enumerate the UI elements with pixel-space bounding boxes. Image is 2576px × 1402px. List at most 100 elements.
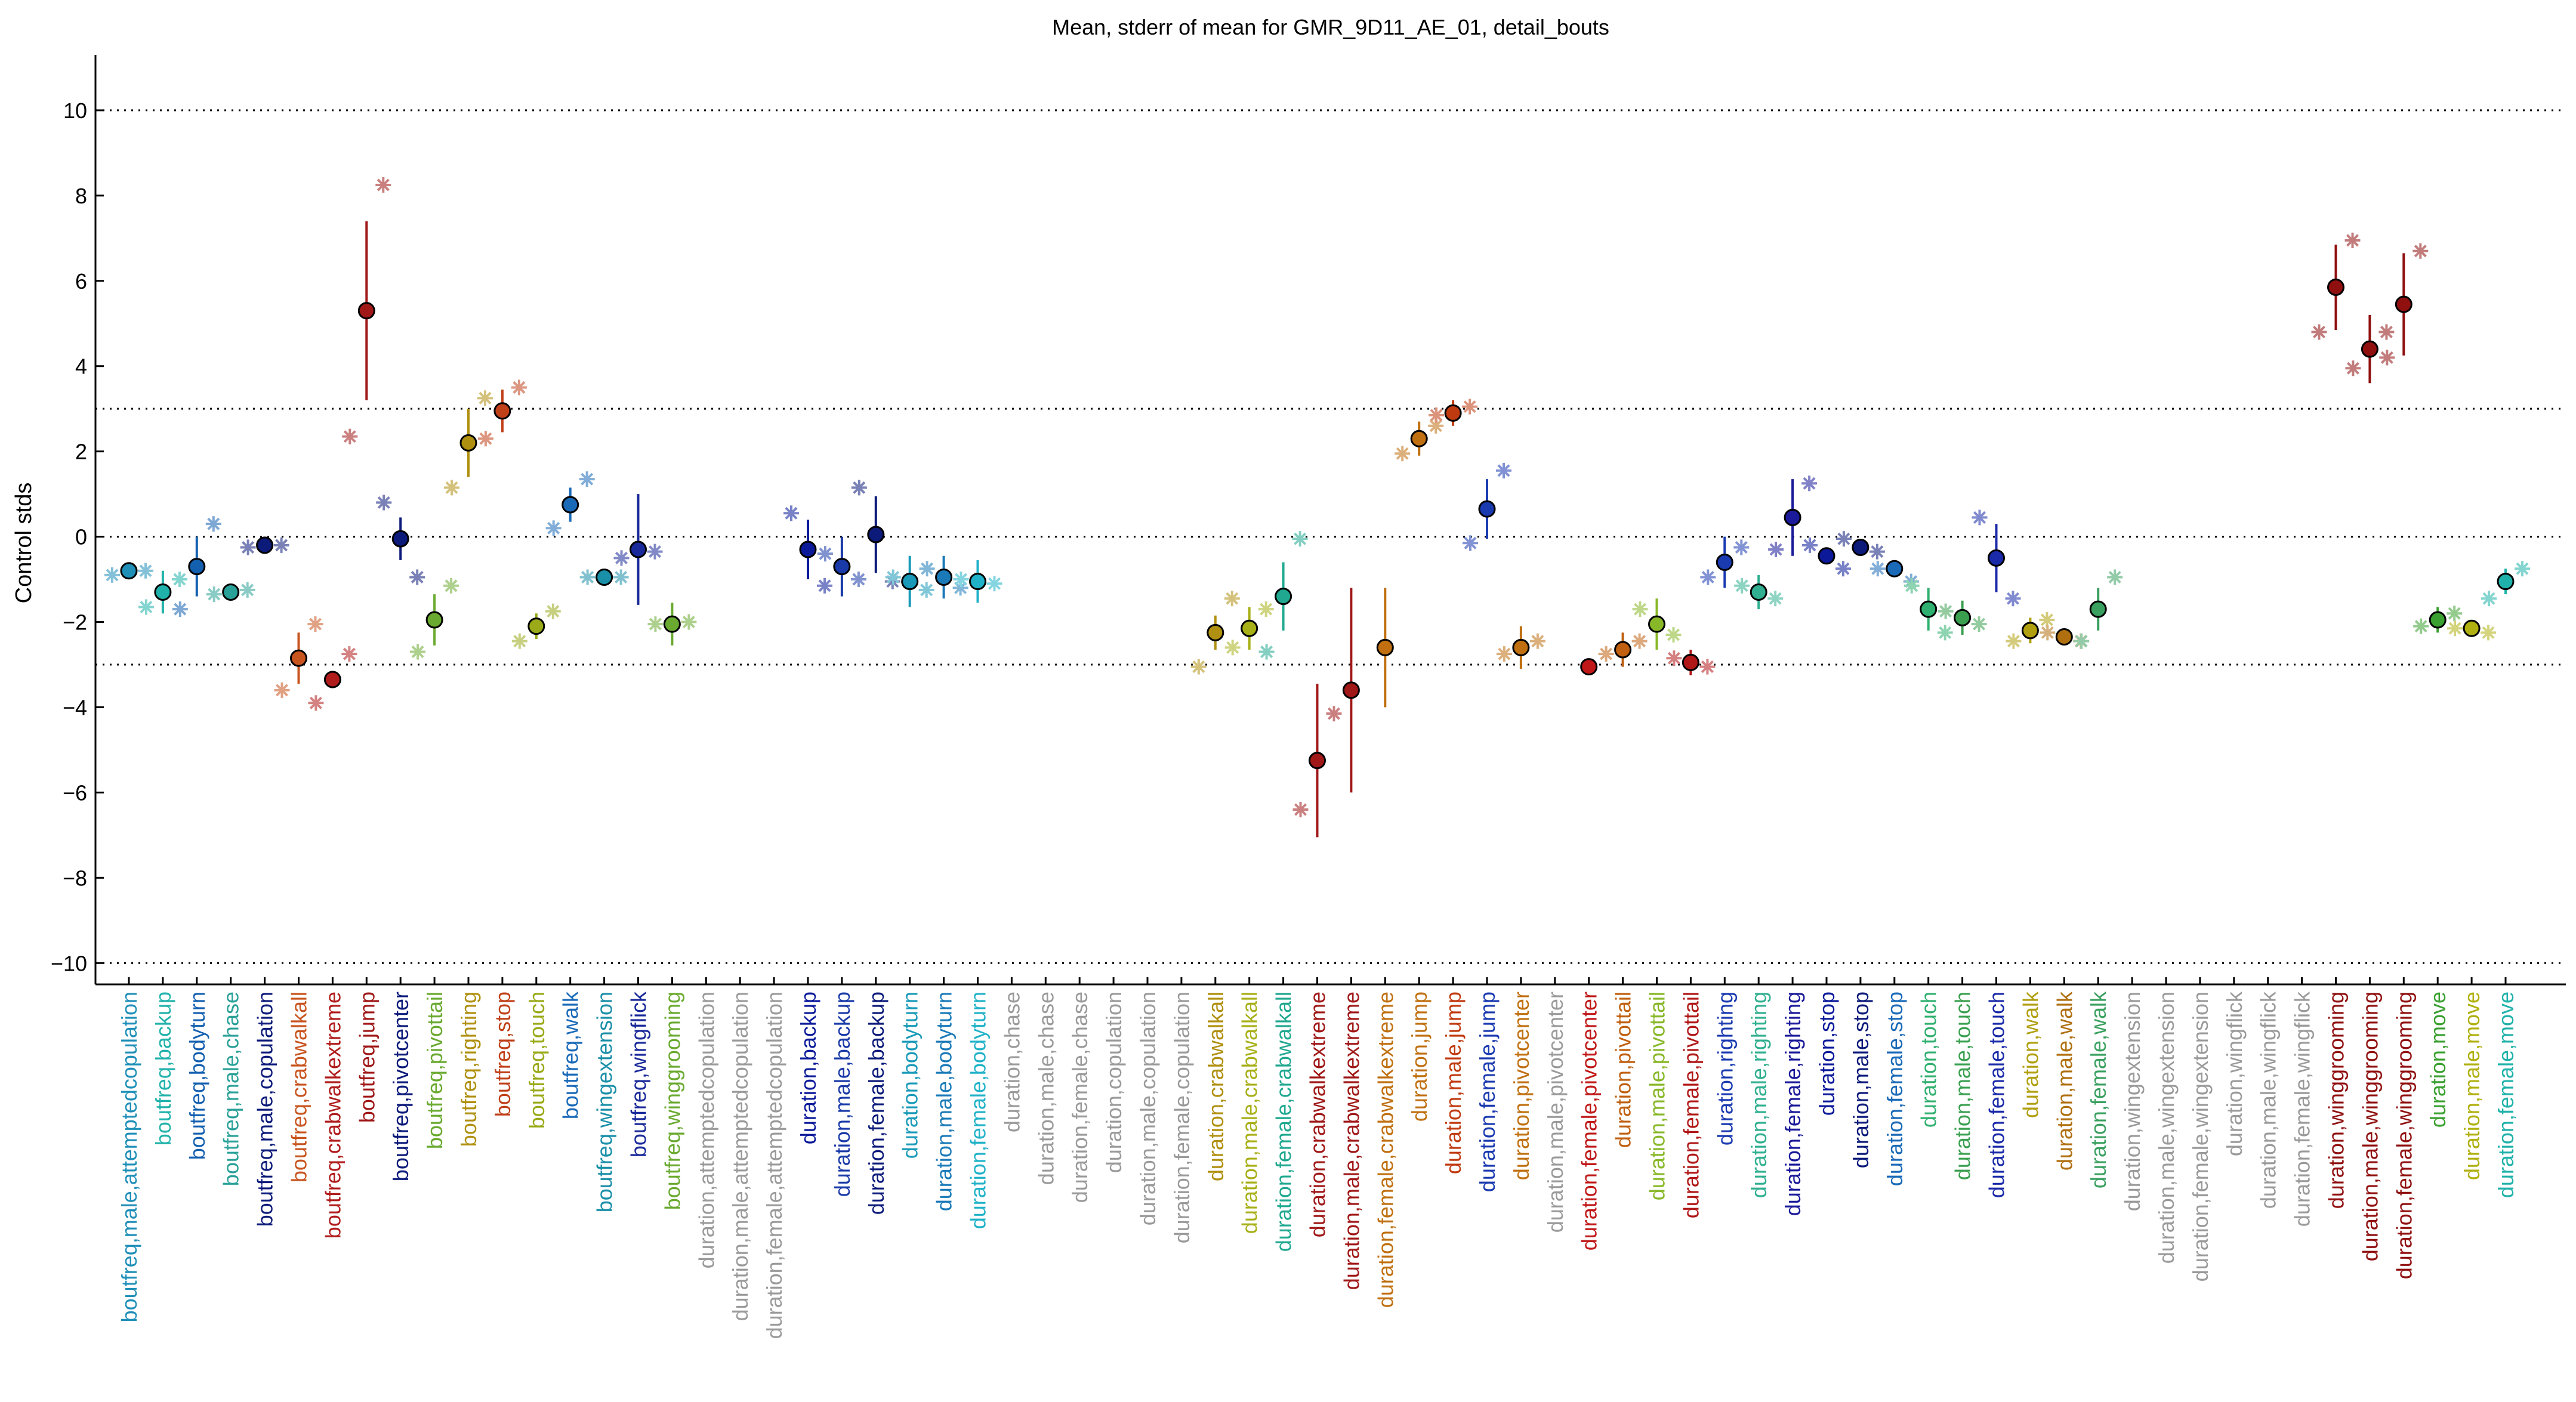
individual-point xyxy=(1972,509,1988,526)
individual-point xyxy=(1937,625,1953,641)
individual-point xyxy=(307,616,323,632)
mean-marker xyxy=(290,649,307,667)
asterisk-stroke xyxy=(2346,362,2359,375)
individual-point xyxy=(681,614,697,630)
x-tick-label: duration,male,crabwalkall xyxy=(1238,992,1262,1234)
mean-marker xyxy=(2089,600,2107,618)
asterisk-stroke xyxy=(2041,626,2054,639)
y-tick-label: 8 xyxy=(75,184,87,208)
mean-marker xyxy=(1682,653,1699,671)
asterisk-stroke xyxy=(1871,545,1884,558)
x-tick-label: duration,female,righting xyxy=(1781,992,1805,1216)
x-tick-label: boutfreq,touch xyxy=(525,992,549,1129)
asterisk-stroke xyxy=(581,570,594,583)
chart-title: Mean, stderr of mean for GMR_9D11_AE_01,… xyxy=(1052,15,1609,39)
asterisk-stroke xyxy=(2108,570,2121,583)
asterisk-stroke xyxy=(343,430,356,443)
individual-point xyxy=(1699,659,1716,675)
mean-marker xyxy=(256,536,274,554)
individual-point xyxy=(104,567,120,583)
asterisk-stroke xyxy=(1294,532,1307,545)
individual-point xyxy=(1224,591,1240,607)
asterisk-stroke xyxy=(2075,635,2088,648)
asterisk-stroke xyxy=(377,178,390,192)
y-tick-label: 2 xyxy=(75,440,87,464)
asterisk-stroke xyxy=(106,569,119,582)
asterisk-stroke xyxy=(343,647,356,660)
individual-point xyxy=(1258,644,1275,660)
x-tick-label: duration,male,jump xyxy=(1441,992,1466,1174)
asterisk-stroke xyxy=(411,570,424,583)
x-tick-label: boutfreq,male,attemptedcopulation xyxy=(117,992,141,1322)
individual-point xyxy=(2447,606,2463,622)
asterisk-stroke xyxy=(2380,326,2393,339)
x-tick-label: boutfreq,jump xyxy=(354,992,379,1123)
asterisk-stroke xyxy=(1463,400,1476,413)
individual-point xyxy=(1631,633,1648,649)
mean-marker xyxy=(459,434,477,452)
mean-marker xyxy=(799,541,817,558)
individual-point xyxy=(477,431,493,447)
y-tick-label: −8 xyxy=(63,866,87,890)
x-tick-label: duration,jump xyxy=(1407,992,1432,1122)
mean-marker xyxy=(1648,615,1665,633)
x-tick-label: duration,female,attemptedcopulation xyxy=(762,992,786,1339)
individual-point xyxy=(783,505,799,521)
asterisk-stroke xyxy=(411,646,424,659)
individual-point xyxy=(477,390,493,406)
mean-marker xyxy=(1410,430,1428,447)
individual-point xyxy=(613,569,629,585)
individual-point xyxy=(206,586,222,603)
x-tick-label: duration,pivottail xyxy=(1611,992,1636,1148)
asterisk-stroke xyxy=(649,617,662,631)
individual-point xyxy=(171,572,187,588)
individual-point xyxy=(443,578,459,594)
individual-point xyxy=(1463,535,1478,551)
individual-point xyxy=(579,569,596,585)
individual-point xyxy=(1292,531,1308,547)
asterisk-stroke xyxy=(1973,617,1986,631)
individual-point xyxy=(2107,569,2123,585)
individual-point xyxy=(885,569,901,585)
individual-point xyxy=(2379,350,2395,366)
individual-point xyxy=(851,480,867,496)
individual-point xyxy=(1971,616,1987,632)
asterisk-stroke xyxy=(2380,351,2393,364)
individual-point xyxy=(2006,633,2022,649)
asterisk-stroke xyxy=(1464,536,1477,549)
y-tick-label: 6 xyxy=(75,269,87,294)
asterisk-stroke xyxy=(2482,592,2495,605)
x-tick-label: boutfreq,stop xyxy=(490,992,515,1117)
asterisk-stroke xyxy=(207,517,220,530)
x-tick-label: duration,wingflick xyxy=(2222,991,2247,1156)
asterisk-stroke xyxy=(445,579,458,592)
y-tick-label: −6 xyxy=(63,780,87,805)
individual-point xyxy=(410,644,426,660)
mean-marker xyxy=(1920,600,1938,618)
x-axis-category-labels: boutfreq,male,attemptedcopulation boutfre… xyxy=(117,991,2518,1339)
x-tick-label: duration,male,wingflick xyxy=(2256,991,2281,1209)
y-tick-label: 10 xyxy=(63,98,87,123)
asterisk-stroke xyxy=(1837,562,1850,575)
x-tick-label: boutfreq,male,chase xyxy=(219,992,243,1186)
x-tick-label: duration,male,move xyxy=(2460,992,2484,1180)
mean-marker xyxy=(222,583,240,601)
asterisk-stroke xyxy=(1396,447,1409,460)
y-axis-ticks: −10 −8 −6 −4 −2 0 2 4 6 8 10 xyxy=(51,98,104,975)
individual-point xyxy=(308,695,324,711)
asterisk-stroke xyxy=(445,481,458,494)
asterisk-stroke xyxy=(2006,592,2020,605)
asterisk-stroke xyxy=(1667,628,1680,641)
asterisk-stroke xyxy=(174,603,187,616)
asterisk-stroke xyxy=(1803,477,1816,490)
x-tick-label: duration,male,bodyturn xyxy=(932,992,957,1211)
axes xyxy=(94,55,2566,986)
individual-point xyxy=(2005,591,2021,607)
asterisk-stroke xyxy=(785,507,798,520)
x-tick-label: duration,female,crabwalkextreme xyxy=(1373,992,1397,1308)
mean-marker xyxy=(1376,638,1394,656)
x-tick-label: boutfreq,pivottail xyxy=(422,992,447,1149)
mean-marker xyxy=(1580,658,1598,676)
individual-point xyxy=(1224,640,1241,656)
x-tick-label: boutfreq,wingextension xyxy=(593,992,617,1212)
